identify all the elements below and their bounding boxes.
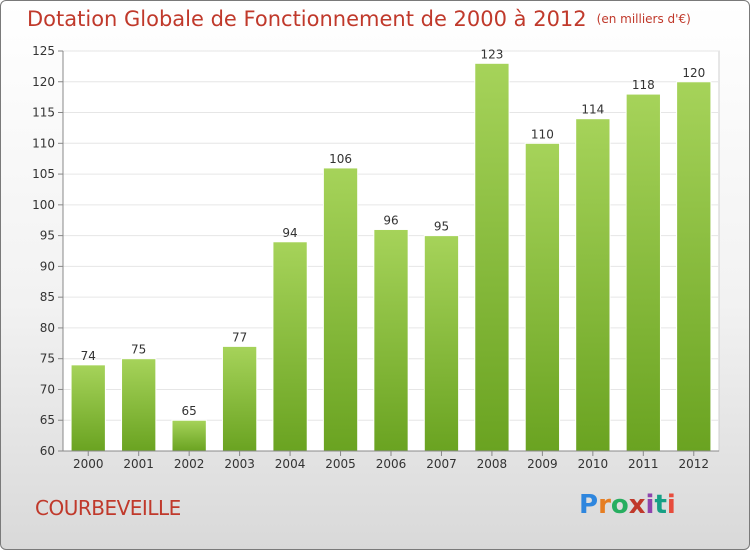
x-tick-label: 2000 xyxy=(73,457,104,471)
y-tick-label: 115 xyxy=(32,106,55,120)
bar xyxy=(171,419,207,452)
y-tick-label: 110 xyxy=(32,136,55,150)
y-tick-label: 75 xyxy=(40,352,55,366)
commune-name: COURBEVEILLE xyxy=(35,496,181,520)
data-label: 114 xyxy=(581,103,604,117)
x-tick-label: 2008 xyxy=(477,457,508,471)
x-tick-label: 2010 xyxy=(578,457,609,471)
x-tick-label: 2007 xyxy=(426,457,457,471)
x-tick-label: 2005 xyxy=(325,457,356,471)
unit-label: (en milliers d'€) xyxy=(596,12,691,26)
x-tick-label: 2004 xyxy=(275,457,306,471)
y-tick-label: 80 xyxy=(40,321,55,335)
logo-letter: i xyxy=(666,490,676,520)
data-label: 106 xyxy=(329,152,352,166)
logo-letter: o xyxy=(610,490,629,520)
data-label: 65 xyxy=(182,404,197,418)
data-label: 95 xyxy=(434,220,449,234)
y-tick-label: 70 xyxy=(40,382,55,396)
data-label: 96 xyxy=(383,213,398,227)
x-tick-label: 2006 xyxy=(376,457,407,471)
data-label: 77 xyxy=(232,330,247,344)
bar xyxy=(625,93,661,452)
data-label: 74 xyxy=(81,349,96,363)
bar xyxy=(676,81,712,452)
bar xyxy=(221,345,258,452)
x-tick-label: 2012 xyxy=(678,457,709,471)
y-tick-label: 95 xyxy=(40,229,55,243)
bar xyxy=(272,241,308,452)
x-tick-label: 2011 xyxy=(628,457,659,471)
data-label: 94 xyxy=(282,226,297,240)
data-label: 75 xyxy=(131,343,146,357)
proxiti-logo: Proxiti xyxy=(579,490,676,520)
y-tick-label: 85 xyxy=(40,290,55,304)
x-tick-label: 2001 xyxy=(123,457,154,471)
bar xyxy=(322,167,359,452)
logo-letter: x xyxy=(628,490,646,520)
x-tick-label: 2009 xyxy=(527,457,558,471)
x-tick-label: 2003 xyxy=(224,457,255,471)
y-tick-label: 60 xyxy=(40,444,55,458)
logo-letter: t xyxy=(654,490,667,520)
y-tick-label: 65 xyxy=(40,413,55,427)
bar xyxy=(373,228,409,452)
bar xyxy=(474,62,510,452)
chart-title: Dotation Globale de Fonctionnement de 20… xyxy=(27,7,691,31)
bar xyxy=(70,364,106,452)
bar xyxy=(121,358,157,452)
data-label: 110 xyxy=(531,127,554,141)
data-label: 123 xyxy=(480,47,503,61)
y-tick-label: 125 xyxy=(32,44,55,58)
logo-letter: i xyxy=(645,490,655,520)
bars: 74 75 65 77 94 106 96 95 123 110 114 118 120 xyxy=(70,47,712,452)
bar xyxy=(524,142,561,452)
y-tick-label: 105 xyxy=(32,167,55,181)
data-label: 118 xyxy=(632,78,655,92)
y-tick-label: 120 xyxy=(32,75,55,89)
bar xyxy=(423,235,460,452)
data-label: 120 xyxy=(682,66,705,80)
bar xyxy=(575,118,611,452)
logo-letter: r xyxy=(598,490,611,520)
axes: 60 65 70 75 80 85 90 95 100 105 110 115 120 125 2000 20… xyxy=(32,44,719,471)
title-text: Dotation Globale de Fonctionnement de 20… xyxy=(27,7,587,31)
logo-letter: P xyxy=(579,490,599,520)
y-tick-label: 90 xyxy=(40,259,55,273)
x-tick-label: 2002 xyxy=(174,457,205,471)
y-tick-label: 100 xyxy=(32,198,55,212)
